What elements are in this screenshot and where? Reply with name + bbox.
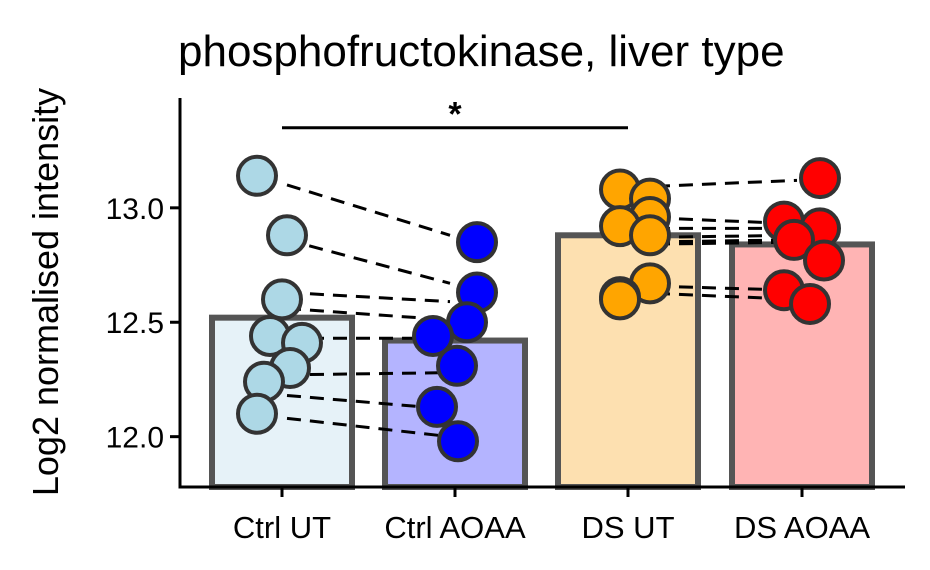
x-tick-label-ctrl-ut: Ctrl UT: [233, 510, 331, 545]
data-point-ds-ut: [629, 214, 671, 257]
y-tick-label: 12.5: [106, 307, 164, 340]
data-point-ctrl-aoaa: [412, 314, 454, 357]
data-point-ds-aoaa: [799, 157, 841, 200]
pairing-line: [286, 371, 451, 377]
pairing-line: [286, 393, 451, 411]
bar-ds-aoaa: [729, 241, 875, 490]
data-point-ctrl-aoaa: [416, 385, 458, 428]
y-tick-label: 13.0: [106, 193, 164, 226]
significance-layer: *: [282, 96, 628, 134]
x-tick-label-ds-aoaa: DS AOAA: [734, 510, 870, 545]
x-tick-label-ds-ut: DS UT: [582, 510, 675, 545]
data-point-ctrl-aoaa: [456, 221, 498, 264]
pairing-lines-layer: [286, 178, 798, 439]
axes-layer: 12.0 12.5 13.0 Ctrl UT Ctrl AOAA DS UT DS AOAA: [106, 98, 905, 545]
data-point-ds-aoaa: [789, 282, 831, 325]
data-point-ds-aoaa: [773, 218, 815, 261]
data-point-ctrl-ut: [266, 214, 308, 257]
significance-label: *: [448, 96, 462, 134]
points-layer: [236, 154, 845, 463]
pairing-line: [286, 291, 451, 304]
data-point-ctrl-aoaa: [437, 420, 479, 463]
x-tick-label-ctrl-aoaa: Ctrl AOAA: [384, 510, 526, 545]
data-point-ctrl-ut: [236, 392, 278, 435]
pairing-line: [286, 238, 451, 285]
y-tick-label: 12.0: [106, 422, 164, 455]
data-point-ctrl-ut: [261, 278, 303, 321]
pairing-line: [286, 307, 451, 322]
pairing-line: [286, 416, 451, 439]
pairing-line: [286, 183, 451, 237]
chart-title: phosphofructokinase, liver type: [178, 27, 785, 76]
data-point-ds-aoaa: [803, 239, 845, 282]
bar-ds-ut: [555, 232, 701, 490]
data-point-ctrl-ut: [236, 154, 278, 197]
data-point-ds-ut: [599, 278, 641, 321]
y-axis-label: Log2 normalised intensity: [25, 88, 66, 496]
data-point-ctrl-aoaa: [436, 344, 478, 387]
